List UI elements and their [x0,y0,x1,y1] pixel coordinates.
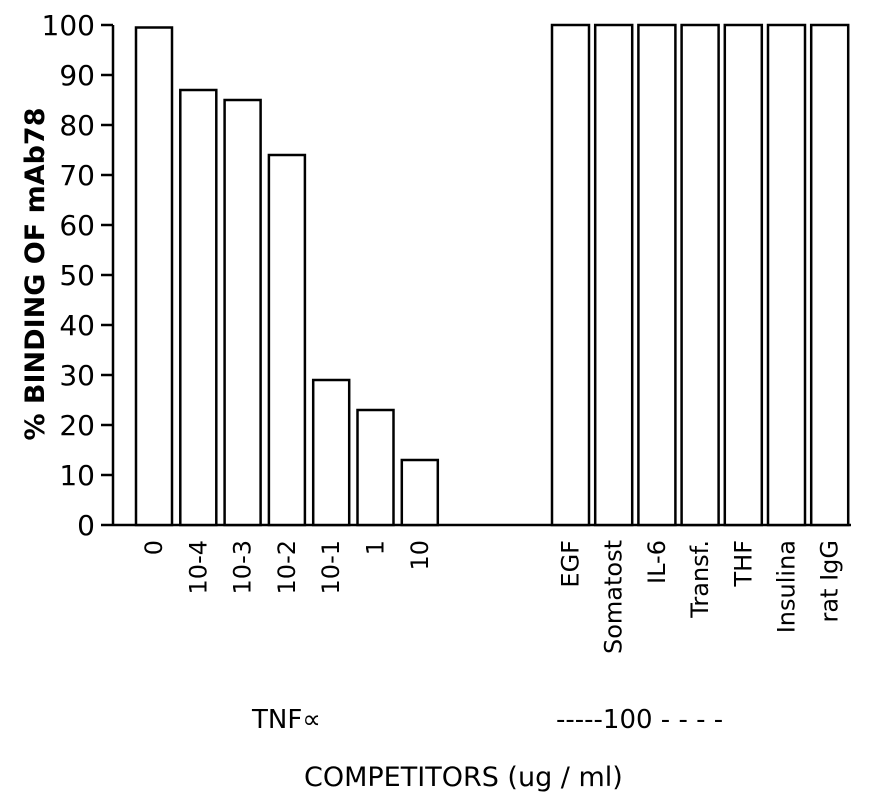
y-tick-label: 60 [59,209,95,242]
group-label-100: -----100 - - - - [556,705,723,735]
y-tick-label: 0 [77,509,95,542]
group-label-tnf: TNF∝ [251,705,321,735]
category-label: 10-3 [229,540,257,594]
bar-tnf-6 [400,458,440,527]
bar-control-1 [593,23,634,527]
y-tick-label: 40 [59,309,95,342]
bar-control-0 [550,23,591,527]
bar-control-4 [723,23,764,527]
category-label: Somatost [600,540,628,654]
category-label: Transf. [686,540,714,619]
y-tick-label: 100 [42,9,95,42]
y-tick-label: 20 [59,409,95,442]
y-tick-label: 80 [59,109,95,142]
category-label: IL-6 [643,540,671,584]
bar-control-3 [680,23,720,527]
y-tick-label: 90 [59,59,95,92]
bars [134,23,850,527]
y-tick-label: 50 [59,259,95,292]
bar-control-2 [637,23,677,527]
category-label: 10-1 [317,540,345,594]
category-label: EGF [557,540,585,588]
category-label: 10-2 [273,540,301,594]
bar-tnf-1 [179,88,218,527]
y-axis-title: % BINDING OF mAb78 [20,107,51,440]
bar-tnf-4 [311,378,351,527]
category-label: Insulina [773,540,801,633]
y-tick-label: 10 [59,459,95,492]
category-label: 10 [406,540,434,571]
category-label: rat IgG [816,540,844,623]
bar-tnf-2 [223,98,262,527]
category-labels: 0 10-4 10-3 10-2 10-1 1 10 EGF Somatost IL-6 Trans… [140,540,844,654]
bar-tnf-5 [356,408,395,527]
y-tick-label: 30 [59,359,95,392]
x-axis-title: COMPETITORS (ug / ml) [304,762,623,793]
category-label: THF [729,540,757,588]
category-label: 10-4 [184,540,212,594]
bar-tnf-3 [267,153,307,527]
category-label: 0 [140,540,168,555]
y-tick-label: 70 [59,159,95,192]
category-label: 1 [362,540,390,555]
bar-tnf-0 [134,26,174,527]
bar-control-5 [766,23,807,527]
y-axis: 0 10 20 30 40 50 60 70 80 90 100 [42,9,851,542]
bar-control-6 [809,23,850,527]
